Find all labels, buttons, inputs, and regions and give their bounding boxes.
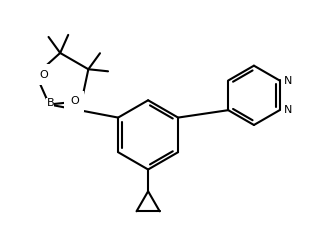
Text: O: O xyxy=(70,96,79,106)
Text: O: O xyxy=(39,70,48,80)
Text: N: N xyxy=(283,105,292,115)
Text: N: N xyxy=(283,76,292,86)
Text: B: B xyxy=(46,98,54,108)
